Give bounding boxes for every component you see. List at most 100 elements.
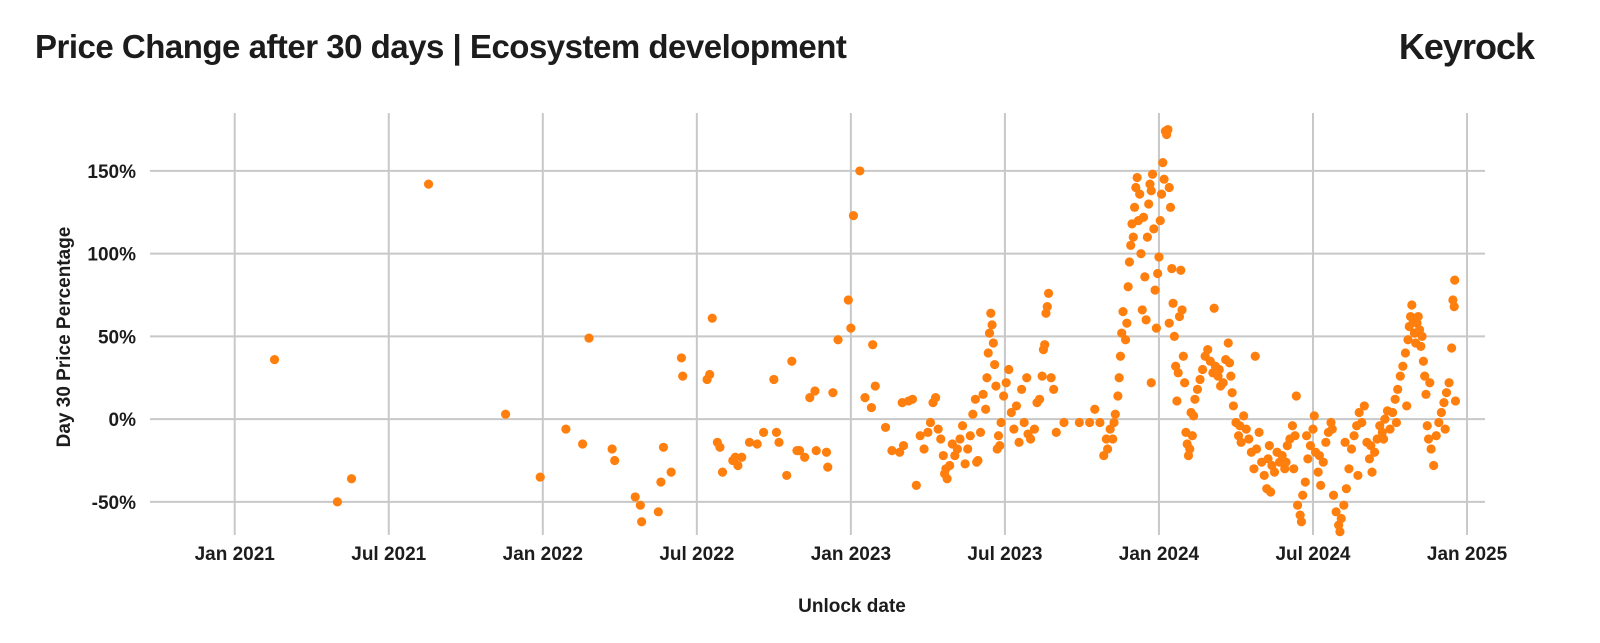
data-point xyxy=(1426,444,1436,454)
data-point xyxy=(828,388,838,398)
data-point xyxy=(1167,263,1177,274)
data-point xyxy=(907,394,918,404)
x-tick-label: Jan 2022 xyxy=(503,544,583,565)
y-tick-label: 100% xyxy=(87,245,136,266)
data-point xyxy=(1331,507,1341,517)
data-point xyxy=(1074,417,1084,428)
data-point xyxy=(744,437,755,447)
x-tick-label: Jan 2025 xyxy=(1427,544,1508,565)
x-tick-label: Jan 2023 xyxy=(811,544,891,565)
data-point xyxy=(1418,356,1428,366)
data-point xyxy=(991,381,1001,391)
data-point xyxy=(1227,388,1237,398)
data-point xyxy=(1287,421,1298,431)
data-point xyxy=(1393,384,1403,394)
data-point xyxy=(1141,315,1151,325)
data-point xyxy=(811,446,821,456)
data-point xyxy=(1040,340,1050,350)
data-point xyxy=(1043,288,1054,298)
data-point xyxy=(1316,480,1326,490)
data-point xyxy=(1177,305,1187,315)
data-point xyxy=(1436,407,1446,418)
data-point xyxy=(1136,249,1146,259)
data-point xyxy=(1305,441,1316,451)
data-point xyxy=(1029,424,1040,434)
data-point xyxy=(1423,434,1434,444)
data-point xyxy=(855,166,865,176)
data-point xyxy=(1300,477,1310,487)
x-tick-label: Jul 2024 xyxy=(1275,544,1350,565)
data-point xyxy=(1440,424,1450,434)
data-point xyxy=(1138,212,1149,222)
data-point xyxy=(800,452,810,462)
data-point xyxy=(577,439,588,449)
data-point xyxy=(630,492,640,502)
y-tick-label: 150% xyxy=(87,162,136,183)
data-point xyxy=(1129,202,1140,212)
data-point xyxy=(983,348,993,358)
data-point xyxy=(1391,417,1402,428)
data-point xyxy=(805,393,815,403)
data-point xyxy=(1203,345,1213,355)
x-tick-label: Jul 2023 xyxy=(967,544,1042,565)
data-point xyxy=(1390,394,1400,404)
data-point xyxy=(1269,467,1280,477)
data-point xyxy=(978,389,988,399)
data-point xyxy=(995,441,1005,451)
data-point xyxy=(993,431,1004,441)
data-point xyxy=(1168,298,1178,308)
data-point xyxy=(1150,285,1160,295)
data-point xyxy=(1450,275,1460,285)
data-point xyxy=(1146,378,1156,388)
data-point xyxy=(1422,421,1432,431)
data-point xyxy=(938,450,948,461)
chart-title: Price Change after 30 days | Ecosystem d… xyxy=(35,28,847,65)
data-point xyxy=(1425,378,1435,388)
data-point xyxy=(1006,407,1016,418)
data-point xyxy=(880,422,891,433)
data-point xyxy=(737,452,747,462)
data-point xyxy=(1335,527,1345,537)
data-point xyxy=(1108,434,1118,444)
data-point xyxy=(1364,454,1375,464)
data-point xyxy=(1132,172,1142,183)
data-point xyxy=(925,417,936,428)
data-point xyxy=(1439,398,1449,408)
data-point xyxy=(1172,396,1182,406)
data-point xyxy=(981,404,991,414)
data-point xyxy=(957,421,968,431)
data-point xyxy=(1353,470,1363,481)
data-point xyxy=(1308,424,1318,434)
data-point xyxy=(810,386,820,396)
data-point xyxy=(1313,467,1323,477)
data-point xyxy=(1123,282,1133,292)
data-point xyxy=(919,444,929,454)
data-point xyxy=(653,507,663,517)
x-tick-label: Jul 2022 xyxy=(659,544,734,565)
data-point xyxy=(771,427,782,437)
data-point xyxy=(1140,272,1150,282)
data-point xyxy=(1022,373,1032,383)
data-point xyxy=(1122,318,1132,328)
data-point xyxy=(1164,182,1174,193)
data-point xyxy=(982,373,992,383)
data-point xyxy=(1009,424,1019,434)
data-point xyxy=(1049,384,1059,394)
data-point xyxy=(1395,371,1405,381)
data-point xyxy=(1228,401,1239,411)
data-point xyxy=(915,431,925,441)
data-point xyxy=(1236,437,1246,447)
data-point xyxy=(1156,189,1167,199)
data-point xyxy=(988,338,998,348)
data-point xyxy=(535,472,545,482)
data-point xyxy=(1344,464,1354,474)
data-point xyxy=(1173,368,1183,378)
data-point xyxy=(1051,427,1061,437)
data-point xyxy=(730,452,740,462)
data-point xyxy=(1413,311,1423,322)
brand-logo: Keyrock xyxy=(1398,26,1535,67)
data-point xyxy=(1385,424,1395,434)
data-point xyxy=(1103,444,1113,454)
data-point xyxy=(1176,265,1186,275)
data-point xyxy=(1321,437,1331,447)
